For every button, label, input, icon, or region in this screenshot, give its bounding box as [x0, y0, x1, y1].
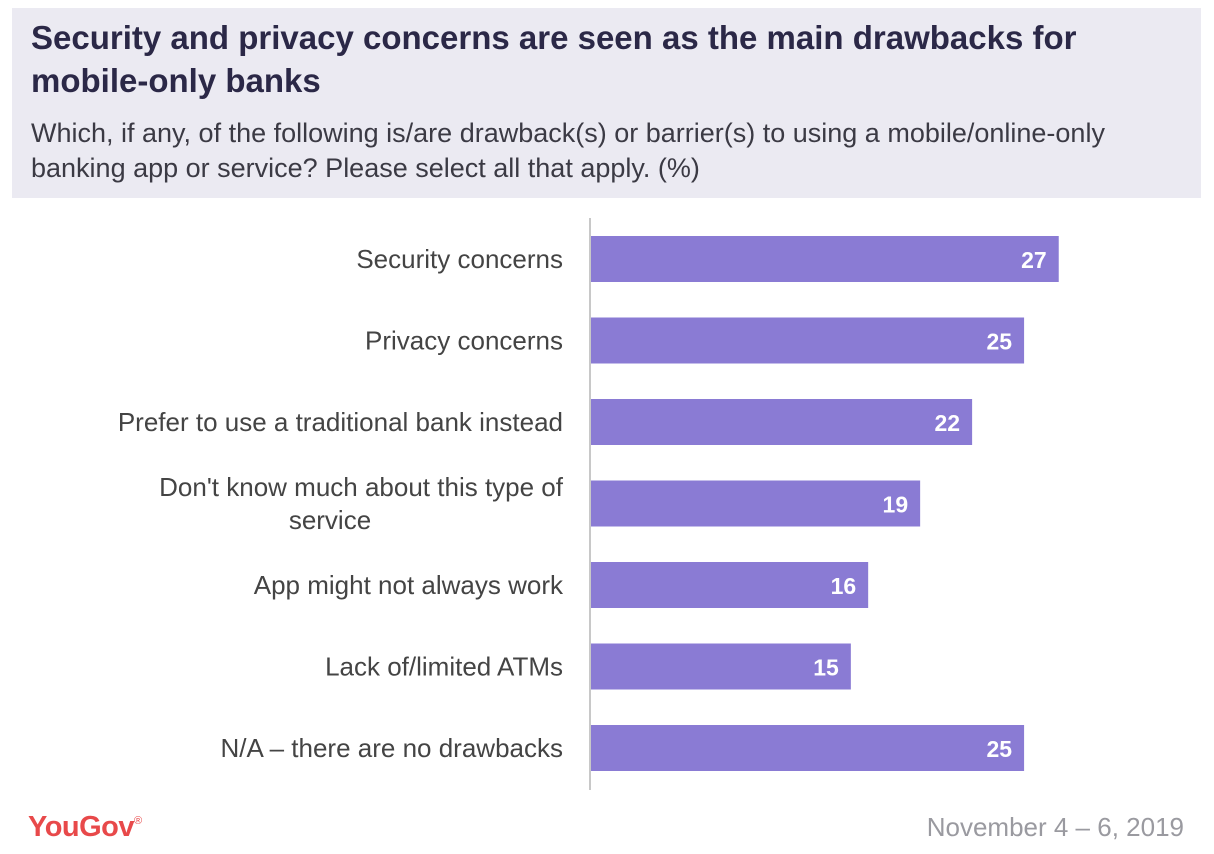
category-label: App might not always work: [254, 570, 564, 600]
bar-value-label: 25: [986, 736, 1012, 762]
survey-date: November 4 – 6, 2019: [926, 812, 1184, 842]
bar-value-label: 27: [1021, 247, 1047, 273]
brand-text: YouGov: [28, 811, 135, 843]
category-label: Lack of/limited ATMs: [325, 652, 563, 682]
bar-value-label: 22: [935, 410, 961, 436]
bar-value-label: 19: [883, 492, 909, 518]
category-label: Privacy concerns: [365, 326, 563, 356]
bar: [591, 236, 1059, 282]
bar: [591, 399, 973, 445]
chart-subtitle: Which, if any, of the following is/are d…: [31, 118, 1120, 183]
bar: [591, 643, 851, 690]
chart-header: Security and privacy concerns are seen a…: [12, 8, 1201, 198]
bar-chart: 27 Security concerns 25 Privacy concerns 22 P…: [118, 218, 1059, 790]
bar-value-label: 16: [831, 573, 857, 599]
category-label: Security concerns: [356, 244, 563, 274]
trademark-mark: ®: [134, 815, 142, 827]
category-label: N/A – there are no drawbacks: [220, 733, 563, 763]
bar: [591, 480, 921, 527]
bar: [591, 317, 1025, 364]
bar: [591, 562, 869, 608]
chart-title: Security and privacy concerns are seen a…: [31, 19, 1077, 99]
bar-value-label: 15: [813, 655, 839, 681]
yougov-logo: YouGov®: [28, 811, 142, 844]
category-label: Don't know much about this type of: [159, 472, 564, 502]
category-label: service: [289, 505, 371, 535]
bar-value-label: 25: [986, 329, 1012, 355]
bar: [591, 725, 1025, 771]
category-label: Prefer to use a traditional bank instead: [118, 407, 563, 437]
